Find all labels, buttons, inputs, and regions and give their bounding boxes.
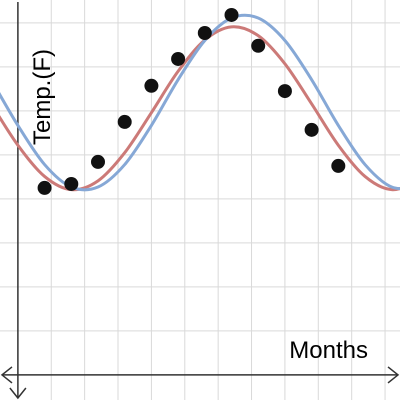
data-point — [277, 84, 292, 99]
data-point — [64, 176, 79, 191]
data-point — [144, 78, 159, 93]
fit-curve — [0, 13, 400, 192]
data-point — [304, 122, 319, 137]
data-point — [251, 38, 266, 53]
data-point — [171, 51, 186, 66]
x-arrow-left — [0, 366, 13, 384]
x-axis-label: Months — [289, 337, 368, 364]
data-point — [90, 154, 105, 169]
x-arrow-right — [387, 366, 400, 384]
y-axis-label: Temp.(F) — [29, 49, 56, 145]
points — [37, 7, 346, 195]
data-point — [331, 158, 346, 173]
curves — [0, 13, 400, 192]
data-point — [224, 7, 239, 22]
data-point — [37, 180, 52, 195]
y-arrow-bottom — [9, 387, 27, 400]
data-point — [197, 26, 212, 41]
data-point — [117, 114, 132, 129]
